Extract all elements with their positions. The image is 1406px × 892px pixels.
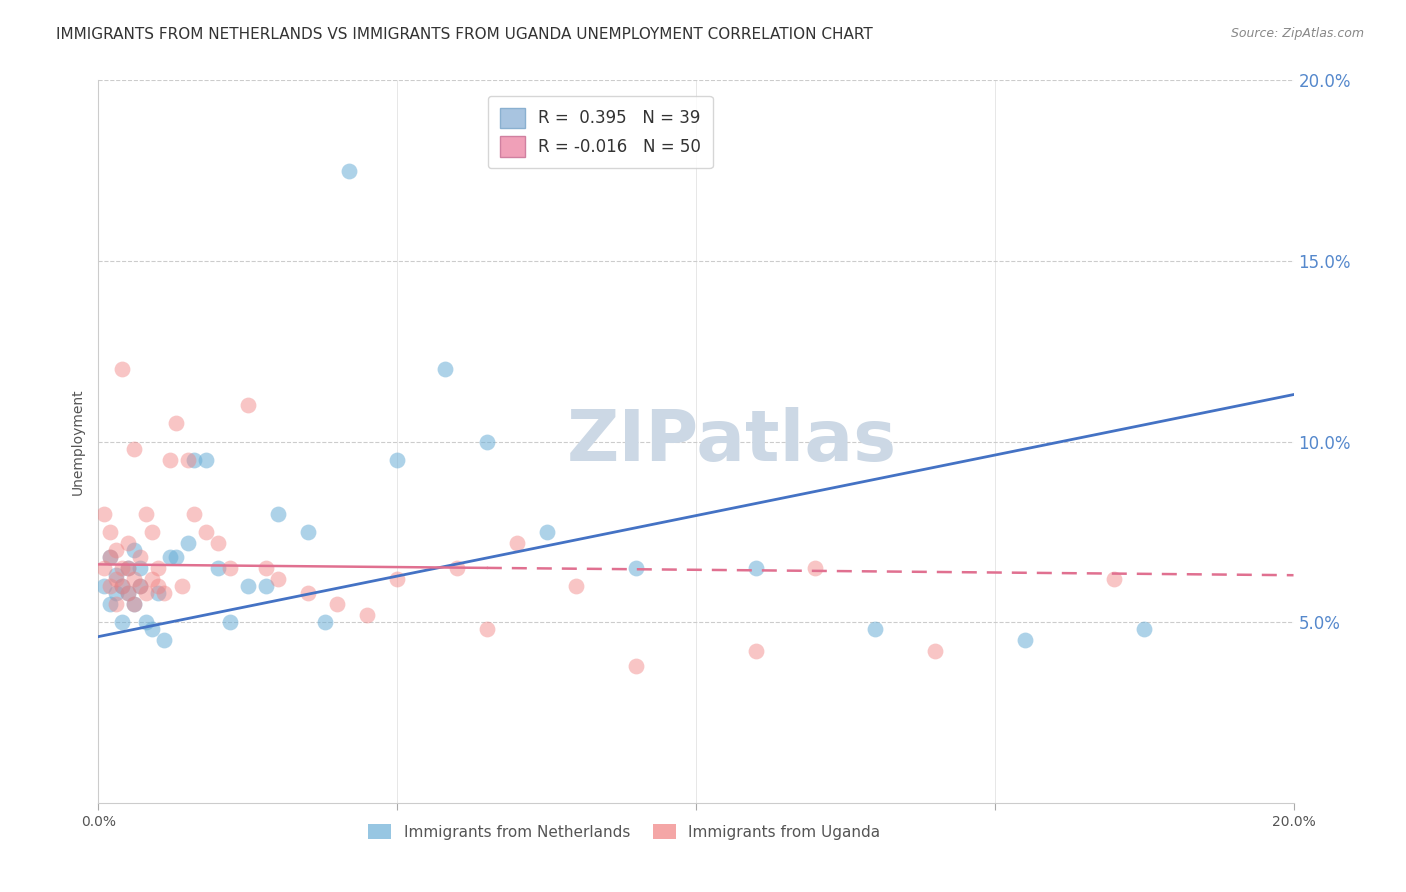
Point: [141, 524, 163, 539]
Point: [98, 524, 122, 539]
Point: [172, 579, 194, 593]
Point: [183, 507, 205, 521]
Point: [98, 579, 122, 593]
Point: [135, 615, 157, 630]
Point: [129, 579, 152, 593]
Point: [165, 417, 187, 431]
Point: [105, 568, 128, 582]
Point: [117, 586, 139, 600]
Point: [117, 561, 139, 575]
Point: [135, 507, 157, 521]
Point: [267, 572, 290, 586]
Point: [297, 524, 319, 539]
Point: [195, 452, 218, 467]
Point: [177, 535, 200, 549]
Point: [105, 572, 128, 586]
Point: [153, 633, 176, 648]
Point: [124, 542, 146, 557]
Point: [219, 615, 242, 630]
Point: [804, 561, 827, 575]
Point: [141, 623, 163, 637]
Point: [446, 561, 468, 575]
Point: [141, 572, 163, 586]
Point: [124, 597, 146, 611]
Point: [1133, 623, 1156, 637]
Point: [93, 507, 115, 521]
Point: [111, 561, 134, 575]
Text: ZIPatlas: ZIPatlas: [567, 407, 897, 476]
Point: [129, 579, 152, 593]
Point: [165, 550, 187, 565]
Point: [153, 586, 176, 600]
Point: [1014, 633, 1036, 648]
Point: [183, 452, 205, 467]
Point: [434, 362, 457, 376]
Point: [356, 607, 378, 622]
Point: [475, 434, 498, 449]
Point: [159, 452, 181, 467]
Point: [195, 524, 218, 539]
Point: [506, 535, 529, 549]
Point: [536, 524, 558, 539]
Point: [148, 579, 170, 593]
Point: [124, 597, 146, 611]
Point: [135, 586, 157, 600]
Point: [745, 644, 768, 658]
Point: [111, 362, 134, 376]
Point: [124, 442, 146, 456]
Point: [297, 586, 319, 600]
Point: [219, 561, 242, 575]
Point: [1104, 572, 1126, 586]
Point: [865, 623, 887, 637]
Point: [267, 507, 290, 521]
Point: [129, 550, 152, 565]
Point: [254, 561, 277, 575]
Point: [626, 561, 648, 575]
Point: [745, 561, 768, 575]
Point: [117, 535, 139, 549]
Point: [117, 561, 139, 575]
Point: [93, 561, 115, 575]
Point: [105, 597, 128, 611]
Point: [105, 586, 128, 600]
Point: [159, 550, 181, 565]
Point: [385, 452, 409, 467]
Point: [98, 597, 122, 611]
Point: [236, 579, 259, 593]
Point: [111, 579, 134, 593]
Point: [148, 586, 170, 600]
Point: [129, 561, 152, 575]
Point: [105, 542, 128, 557]
Point: [254, 579, 277, 593]
Point: [626, 658, 648, 673]
Point: [117, 586, 139, 600]
Point: [339, 163, 361, 178]
Point: [93, 579, 115, 593]
Point: [385, 572, 409, 586]
Point: [148, 561, 170, 575]
Point: [315, 615, 337, 630]
Point: [207, 561, 229, 575]
Point: [111, 579, 134, 593]
Legend: Immigrants from Netherlands, Immigrants from Uganda: Immigrants from Netherlands, Immigrants …: [363, 818, 886, 846]
Text: IMMIGRANTS FROM NETHERLANDS VS IMMIGRANTS FROM UGANDA UNEMPLOYMENT CORRELATION C: IMMIGRANTS FROM NETHERLANDS VS IMMIGRANT…: [56, 27, 873, 42]
Point: [111, 615, 134, 630]
Point: [207, 535, 229, 549]
Point: [98, 550, 122, 565]
Point: [236, 398, 259, 412]
Point: [177, 452, 200, 467]
Point: [924, 644, 946, 658]
Point: [98, 550, 122, 565]
Text: Source: ZipAtlas.com: Source: ZipAtlas.com: [1230, 27, 1364, 40]
Point: [475, 623, 498, 637]
Point: [124, 572, 146, 586]
Point: [326, 597, 349, 611]
Point: [565, 579, 588, 593]
Y-axis label: Unemployment: Unemployment: [70, 388, 84, 495]
